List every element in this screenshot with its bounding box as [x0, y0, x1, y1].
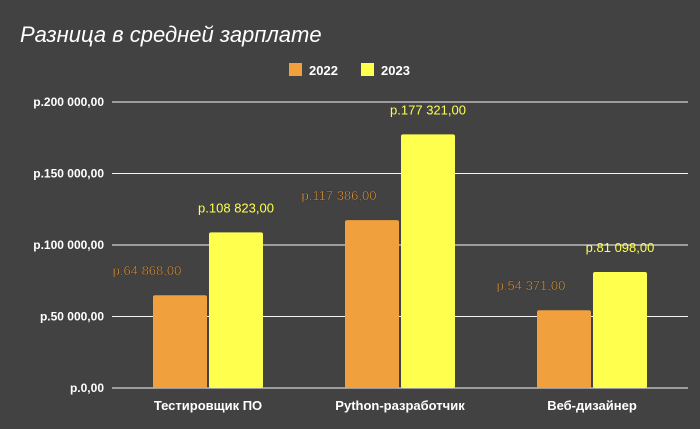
bar-2023-2: [593, 272, 647, 388]
legend: 2022 2023: [289, 63, 410, 78]
gridlines: [112, 101, 688, 389]
data-label-2022-0: р.64 868,00: [113, 263, 182, 278]
data-label-2023-2: р.81 098,00: [586, 240, 655, 255]
legend-label-2023: 2023: [381, 63, 410, 78]
bar-2023-0: [209, 232, 263, 388]
chart-title: Разница в средней зарплате: [20, 22, 322, 47]
bar-2022-1: [345, 220, 399, 388]
legend-swatch-2022: [289, 63, 302, 76]
data-label-2022-1: р.117 386,00: [302, 188, 377, 203]
bar-2023-1: [401, 134, 455, 388]
x-axis-ticks: Тестировщик ПО Python-разработчик Веб-диза…: [154, 398, 637, 413]
y-tick-label: р.50 000,00: [40, 310, 104, 324]
legend-label-2022: 2022: [309, 63, 338, 78]
y-tick-label: р.200 000,00: [33, 95, 104, 109]
x-tick-label: Python-разработчик: [335, 398, 465, 413]
x-tick-label: Веб-дизайнер: [547, 398, 637, 413]
data-labels: р.64 868,00 р.108 823,00 р.117 386,00 р.177…: [112, 102, 655, 293]
y-tick-label: р.0,00: [70, 381, 104, 395]
y-tick-label: р.150 000,00: [33, 167, 104, 181]
y-axis-ticks: р.0,00 р.50 000,00 р.100 000,00 р.150 000,0…: [33, 95, 104, 395]
y-tick-label: р.100 000,00: [33, 238, 104, 252]
bar-2022-2: [537, 310, 591, 388]
data-label-2023-0: р.108 823,00: [198, 200, 274, 215]
data-label-2023-1: р.177 321,00: [390, 102, 466, 117]
legend-swatch-2023: [361, 63, 374, 76]
x-tick-label: Тестировщик ПО: [154, 398, 262, 413]
bar-2022-0: [153, 295, 207, 388]
bars: [153, 134, 647, 388]
data-label-2022-2: р.54 371,00: [497, 278, 566, 293]
